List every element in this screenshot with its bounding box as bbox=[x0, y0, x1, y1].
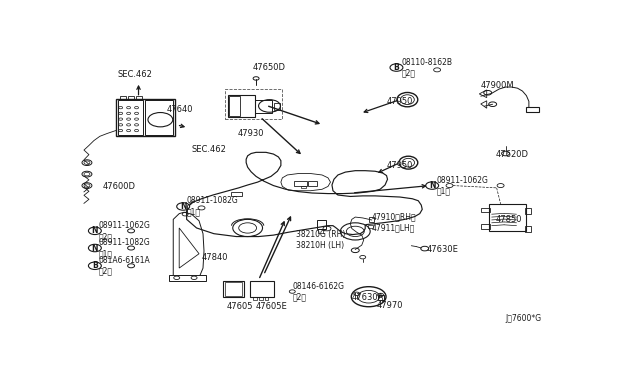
Bar bbox=[231, 192, 242, 196]
Bar bbox=[481, 224, 490, 228]
Text: N: N bbox=[92, 244, 98, 253]
Bar bbox=[250, 280, 275, 297]
Text: 47605E: 47605E bbox=[256, 302, 288, 311]
Text: 47630E: 47630E bbox=[426, 245, 458, 254]
Text: N: N bbox=[429, 181, 435, 190]
Bar bbox=[145, 100, 173, 135]
Circle shape bbox=[426, 182, 438, 189]
Bar bbox=[136, 96, 141, 99]
Bar bbox=[228, 95, 255, 117]
Bar bbox=[301, 186, 306, 189]
Bar bbox=[481, 208, 490, 212]
Bar bbox=[367, 225, 372, 228]
Text: 47950: 47950 bbox=[387, 97, 413, 106]
Circle shape bbox=[88, 227, 101, 235]
Text: 47605: 47605 bbox=[227, 302, 253, 311]
Bar bbox=[525, 208, 531, 214]
Bar bbox=[369, 217, 374, 222]
Text: 47840: 47840 bbox=[202, 253, 228, 262]
Text: 081A6-6161A
〈2〉: 081A6-6161A 〈2〉 bbox=[99, 256, 150, 276]
Bar bbox=[527, 107, 539, 112]
Bar bbox=[264, 297, 269, 300]
Circle shape bbox=[177, 203, 189, 210]
Bar bbox=[259, 297, 262, 300]
Text: 47620D: 47620D bbox=[495, 150, 529, 158]
Circle shape bbox=[88, 262, 101, 269]
Text: SEC.462: SEC.462 bbox=[191, 145, 227, 154]
Bar bbox=[229, 96, 240, 116]
Text: 08911-1062G
〈2〉: 08911-1062G 〈2〉 bbox=[99, 221, 151, 241]
Text: J・7600*G: J・7600*G bbox=[506, 314, 541, 323]
Text: 47910＜RH＞
47911＜LH＞: 47910＜RH＞ 47911＜LH＞ bbox=[372, 213, 416, 233]
Text: N: N bbox=[180, 202, 186, 211]
Circle shape bbox=[390, 64, 403, 71]
Text: SEC.462: SEC.462 bbox=[117, 70, 152, 79]
Bar bbox=[116, 99, 175, 136]
Text: 08911-1062G
〈1〉: 08911-1062G 〈1〉 bbox=[436, 176, 488, 196]
Bar bbox=[317, 220, 326, 230]
Bar bbox=[274, 103, 280, 110]
Text: N: N bbox=[92, 226, 98, 235]
Text: 47650D: 47650D bbox=[253, 63, 285, 72]
Text: 38210G (RH)
38210H (LH): 38210G (RH) 38210H (LH) bbox=[296, 230, 345, 250]
Text: 47850: 47850 bbox=[495, 215, 522, 224]
Bar bbox=[318, 229, 323, 233]
Bar bbox=[253, 297, 257, 300]
Bar bbox=[308, 181, 317, 186]
Text: 08911-1082G
〈1〉: 08911-1082G 〈1〉 bbox=[99, 238, 150, 258]
Text: 47930: 47930 bbox=[237, 129, 264, 138]
Bar bbox=[255, 100, 273, 112]
Text: B: B bbox=[394, 63, 399, 72]
Bar bbox=[120, 96, 125, 99]
Text: 47630A: 47630A bbox=[352, 293, 384, 302]
Text: 47970: 47970 bbox=[376, 301, 403, 310]
Text: B: B bbox=[92, 261, 98, 270]
Text: 47950: 47950 bbox=[387, 161, 413, 170]
Bar bbox=[118, 100, 143, 135]
Text: 47640: 47640 bbox=[167, 105, 193, 113]
Text: 08110-8162B
〈2〉: 08110-8162B 〈2〉 bbox=[401, 58, 452, 78]
Bar bbox=[489, 204, 526, 231]
Bar bbox=[225, 89, 282, 119]
Text: 47900M: 47900M bbox=[481, 81, 515, 90]
Text: 08146-6162G
〈2〉: 08146-6162G 〈2〉 bbox=[292, 282, 344, 302]
Bar bbox=[294, 181, 307, 186]
Bar bbox=[525, 226, 531, 232]
Bar bbox=[378, 295, 383, 300]
Bar bbox=[223, 280, 244, 297]
Circle shape bbox=[88, 244, 101, 252]
Bar bbox=[169, 275, 207, 281]
Text: 08911-1082G
〈1〉: 08911-1082G 〈1〉 bbox=[187, 196, 238, 217]
Text: 47600D: 47600D bbox=[102, 182, 135, 191]
Bar bbox=[225, 282, 242, 296]
Bar bbox=[127, 96, 134, 99]
